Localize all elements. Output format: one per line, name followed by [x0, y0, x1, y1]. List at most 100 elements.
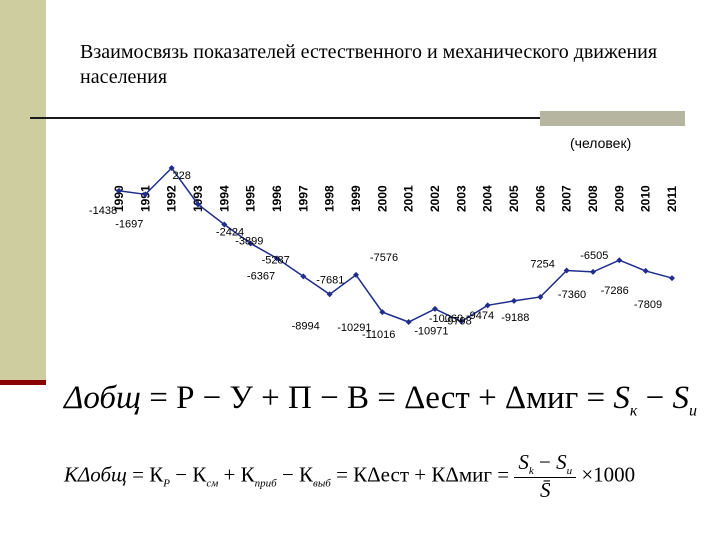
data-label: 7254 — [530, 258, 554, 270]
data-label: -2424 — [216, 226, 244, 238]
data-point — [484, 302, 491, 309]
data-point — [379, 309, 386, 316]
data-label: 228 — [172, 170, 190, 182]
data-point — [537, 293, 544, 300]
x-tick-label: 2002 — [428, 185, 442, 212]
x-tick-label: 2003 — [454, 185, 468, 212]
data-label: -10060 — [429, 313, 463, 325]
data-point — [458, 318, 465, 325]
formula2-num-i: и — [566, 465, 573, 478]
x-tick-label: 2007 — [560, 185, 574, 212]
title-rule — [30, 117, 685, 119]
data-label: -10291 — [337, 322, 371, 334]
formula2-sub-r: Р — [163, 477, 171, 490]
left-decor-bar — [0, 0, 46, 385]
formula1-lhs: Δобщ — [64, 380, 141, 416]
data-point — [274, 255, 280, 262]
x-tick-label: 1999 — [349, 185, 363, 212]
data-label: -1438 — [89, 205, 117, 217]
data-point — [616, 257, 623, 264]
formula2-lhs: КΔобщ — [64, 462, 127, 487]
x-tick-label: 1997 — [296, 185, 310, 212]
formula2-sub-vyb: выб — [313, 477, 331, 490]
data-point — [326, 291, 333, 298]
formula1-s2: S — [672, 380, 689, 416]
data-point — [669, 275, 675, 282]
x-tick-label: 1994 — [217, 185, 231, 212]
data-point — [300, 273, 307, 280]
formula2-times: ×1000 — [576, 462, 636, 487]
x-tick-label: 2004 — [481, 185, 495, 212]
x-tick-label: 2009 — [612, 185, 626, 212]
data-point — [405, 319, 412, 325]
formula1-rhs: = Р − У + П − В = Δест + Δмиг = — [149, 380, 606, 416]
formula2-m2: − К — [276, 462, 314, 487]
data-label: -7809 — [634, 299, 662, 311]
unit-label: (человек) — [567, 135, 635, 151]
formula2-numerator: Sk − Sи — [514, 450, 577, 479]
left-decor-bar-accent — [0, 380, 46, 385]
x-tick-label: 2008 — [586, 185, 600, 212]
formula2-eq1: = К — [126, 462, 164, 487]
formula2-num-s2: S — [556, 450, 567, 474]
x-tick-label: 1992 — [165, 185, 179, 212]
data-label: -1697 — [115, 218, 143, 230]
x-tick-label: 2006 — [533, 185, 547, 212]
formula2-p1: + К — [218, 462, 255, 487]
formula-coefficients: КΔобщ = КР − Ксм + Кприб − Квыб = КΔест … — [64, 450, 635, 503]
formula1-sub-k: к — [629, 402, 638, 420]
formula2-sub-sm: см — [206, 477, 219, 490]
x-tick-label: 1995 — [244, 185, 258, 212]
series-line — [118, 166, 673, 323]
formula2-num-minus: − — [533, 450, 557, 474]
data-point — [563, 267, 570, 274]
data-point — [642, 267, 649, 274]
data-point — [353, 271, 359, 278]
data-label: -9798 — [444, 315, 472, 327]
data-label: -6505 — [580, 250, 608, 262]
x-tick-label: 1993 — [191, 185, 205, 212]
data-point — [247, 240, 254, 247]
data-label: -11016 — [362, 329, 395, 341]
data-point — [511, 297, 517, 304]
formula-total-change: Δобщ = Р − У + П − В = Δест + Δмиг = Sк … — [64, 380, 697, 421]
formula2-denominator: S̄ — [539, 478, 551, 503]
data-point — [142, 191, 149, 198]
data-point — [168, 165, 175, 171]
data-point — [195, 201, 201, 208]
formula1-minus: − — [637, 380, 673, 416]
data-label: -7576 — [370, 252, 398, 264]
data-label: -9474 — [466, 310, 494, 322]
x-tick-label: 2010 — [639, 185, 653, 212]
data-label: -7360 — [558, 289, 586, 301]
data-label: -10971 — [414, 325, 448, 337]
title-rule-accent — [540, 111, 685, 126]
x-tick-label: 2000 — [375, 185, 389, 212]
x-tick-label: 1996 — [270, 185, 284, 212]
x-tick-label: 2011 — [665, 186, 679, 212]
data-label: -6367 — [247, 270, 275, 282]
formula1-s: S — [613, 380, 630, 416]
data-point — [590, 268, 596, 275]
x-tick-label: 1998 — [323, 185, 337, 212]
formula2-num-k: k — [528, 465, 534, 478]
data-point — [432, 305, 438, 312]
x-tick-label: 2005 — [507, 185, 521, 212]
formula2-m1: − К — [170, 462, 207, 487]
data-point — [221, 221, 228, 228]
formula2-fraction: Sk − Sи S̄ — [514, 450, 577, 503]
formula2-mid: = КΔест + КΔмиг = — [330, 462, 510, 487]
data-label: -8994 — [292, 320, 320, 332]
data-label: -3899 — [235, 236, 263, 248]
data-label: -7681 — [316, 274, 344, 286]
formula2-sub-prib: приб — [254, 477, 277, 490]
data-label: -9188 — [501, 312, 529, 324]
formula2-num-s: S — [518, 450, 529, 474]
slide-title: Взаимосвязь показателей естественного и … — [80, 41, 658, 88]
data-label: -5287 — [262, 255, 290, 267]
formula1-sub-i: и — [688, 402, 697, 420]
data-label: -7286 — [601, 285, 629, 297]
x-tick-label: 2001 — [402, 185, 416, 212]
data-point — [116, 187, 122, 194]
